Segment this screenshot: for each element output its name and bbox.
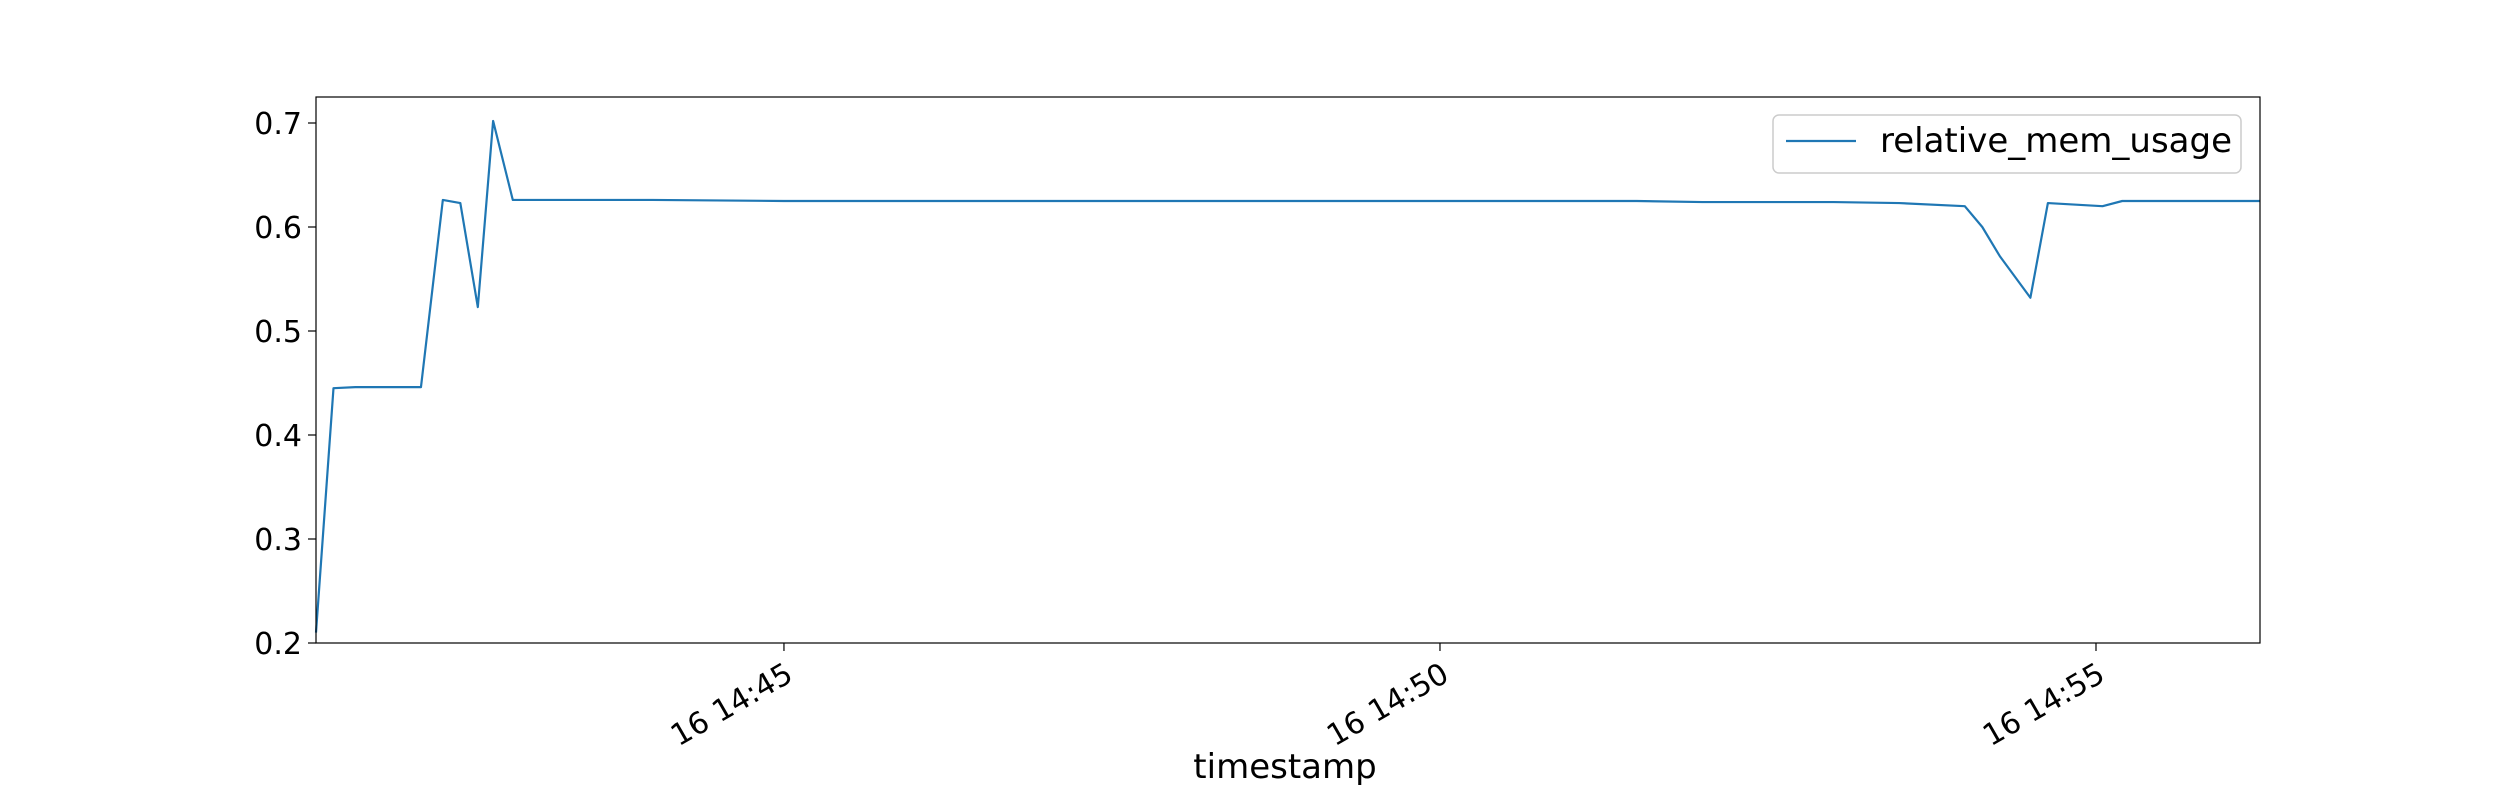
legend-box	[1772, 114, 2242, 174]
legend: relative_mem_usage	[1772, 114, 2242, 174]
y-axis-ticks: 0.2 0.3 0.4 0.5 0.6 0.7	[254, 107, 316, 662]
y-tick-label: 0.6	[254, 211, 302, 246]
y-tick-label: 0.2	[254, 627, 302, 662]
y-tick-label: 0.3	[254, 523, 302, 558]
x-axis-label: timestamp	[1193, 747, 1376, 787]
y-tick-label: 0.5	[254, 315, 302, 350]
y-tick-label: 0.4	[254, 419, 302, 454]
y-tick-label: 0.7	[254, 107, 302, 142]
legend-label-relative-mem-usage: relative_mem_usage	[1880, 121, 2232, 161]
plot-area-frame	[315, 96, 2261, 644]
series-line-relative-mem-usage	[314, 119, 2260, 633]
